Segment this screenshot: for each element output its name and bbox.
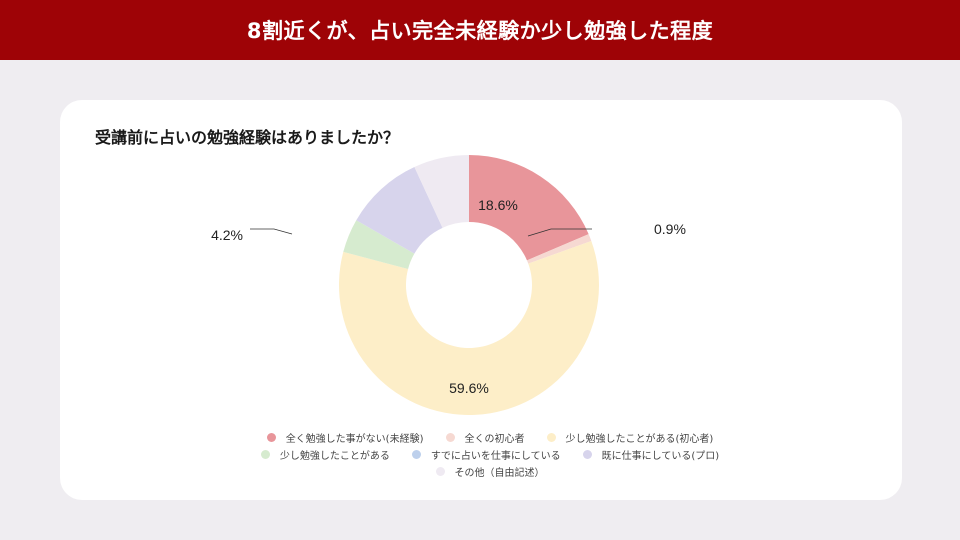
legend-item[interactable]: 少し勉強したことがある [260,447,390,462]
label-green: 4.2% [211,227,243,243]
label-pink: 0.9% [654,221,686,237]
chart-card: 受講前に占いの勉強経験はありましたか？ 18.6% 0.9% 59.6% 4.2… [60,100,902,500]
chart-legend: 全く勉強した事がない(未経験) 全くの初心者 少し勉強したことがある(初心者) … [210,429,770,480]
chart-question: 受講前に占いの勉強経験はありましたか？ [95,128,400,147]
donut-slice[interactable] [526,234,592,264]
legend-swatch [445,433,455,442]
donut-slices [339,155,599,415]
donut-slice[interactable] [343,220,415,269]
legend-item[interactable]: 全くの初心者 [445,430,525,445]
legend-item[interactable]: すでに占いを仕事にしている [411,447,561,462]
leader-line-green [250,228,293,235]
legend-item[interactable]: 既に仕事にしている(プロ) [582,447,719,462]
legend-item[interactable]: 少し勉強したことがある(初心者) [546,430,713,445]
label-yellow: 59.6% [449,380,489,396]
legend-item[interactable]: 全く勉強した事がない(未経験) [266,430,424,445]
legend-swatch [260,450,270,459]
legend-item[interactable]: その他（自由記述） [435,464,545,479]
donut-chart: 18.6% 0.9% 59.6% 4.2% [211,155,686,415]
donut-slice[interactable] [469,155,589,261]
legend-swatch [411,450,421,459]
legend-swatch [435,467,445,476]
legend-swatch [546,433,556,442]
header-banner: 8割近くが、占い完全未経験か少し勉強した程度 [0,0,960,60]
donut-slice[interactable] [414,155,469,228]
donut-slice[interactable] [339,240,599,415]
page-title: 8割近くが、占い完全未経験か少し勉強した程度 [246,19,714,43]
label-red: 18.6% [478,197,518,213]
donut-slice[interactable] [356,167,443,254]
legend-swatch [266,433,276,442]
legend-swatch [582,450,592,459]
leader-line-pink [527,228,592,237]
